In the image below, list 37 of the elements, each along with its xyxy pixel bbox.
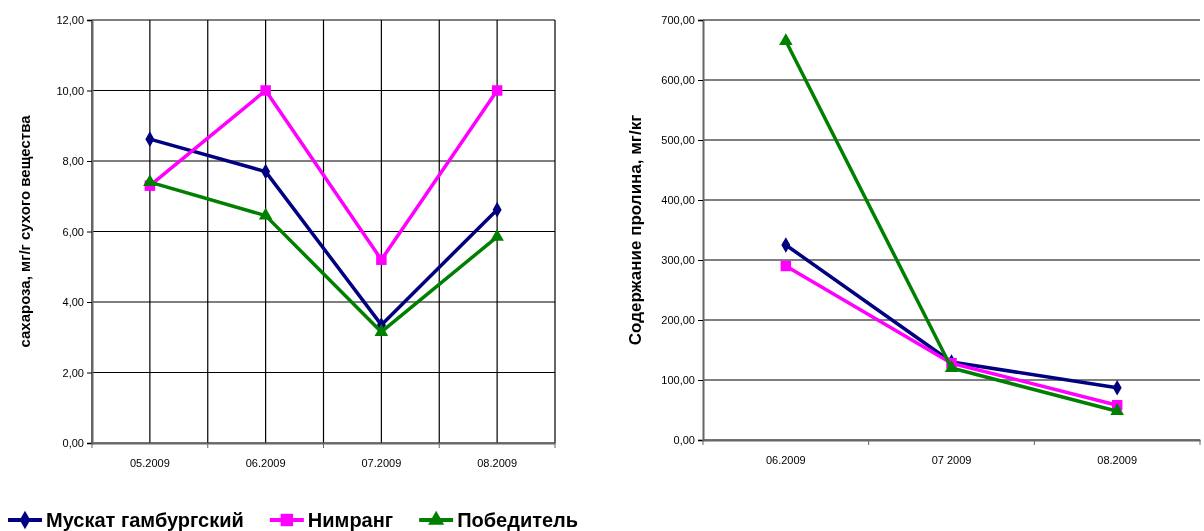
y-tick-label: 400,00 — [661, 194, 695, 207]
y-tick-label: 600,00 — [661, 74, 695, 87]
y-tick-label: 500,00 — [661, 134, 695, 147]
y-tick-label: 8,00 — [62, 155, 84, 168]
point — [490, 228, 504, 241]
point — [1110, 403, 1124, 416]
y-tick-label: 10,00 — [56, 84, 84, 97]
y-tick-label: 200,00 — [661, 314, 695, 327]
y-tick-label: 700,00 — [661, 14, 695, 27]
x-tick-label: 08.2009 — [1097, 453, 1138, 466]
point — [780, 260, 792, 272]
point — [376, 254, 387, 265]
point — [491, 85, 503, 96]
y-tick-label: 12,00 — [56, 14, 84, 27]
y-tick-label: 0,00 — [673, 434, 695, 447]
legend-label: Нимранг — [307, 509, 394, 531]
x-tick-label: 07 2009 — [931, 453, 972, 466]
x-tick-label: 06.2009 — [245, 456, 286, 469]
x-tick-label: 06.2009 — [765, 453, 806, 466]
y-tick-label: 0,00 — [62, 437, 84, 450]
x-tick-label: 07.2009 — [361, 456, 402, 469]
legend-label: Победитель — [457, 509, 579, 531]
point — [779, 33, 793, 45]
x-tick-label: 05.2009 — [129, 456, 170, 469]
legend-label: Мускат гамбургский — [46, 509, 244, 531]
y-tick-label: 300,00 — [661, 254, 695, 267]
point — [258, 207, 273, 220]
point — [143, 174, 157, 187]
y-tick-label: 6,00 — [62, 225, 84, 238]
y-tick-label: 100,00 — [661, 374, 695, 387]
y-axis-title: Содержание пролина, мг/кг — [626, 114, 645, 346]
y-tick-label: 4,00 — [62, 296, 84, 309]
point — [260, 85, 271, 96]
x-tick-label: 08.2009 — [477, 456, 518, 469]
y-axis-title: сахароза, мг/г сухого вещества — [16, 114, 33, 348]
point — [374, 324, 389, 336]
y-tick-label: 2,00 — [62, 366, 84, 379]
